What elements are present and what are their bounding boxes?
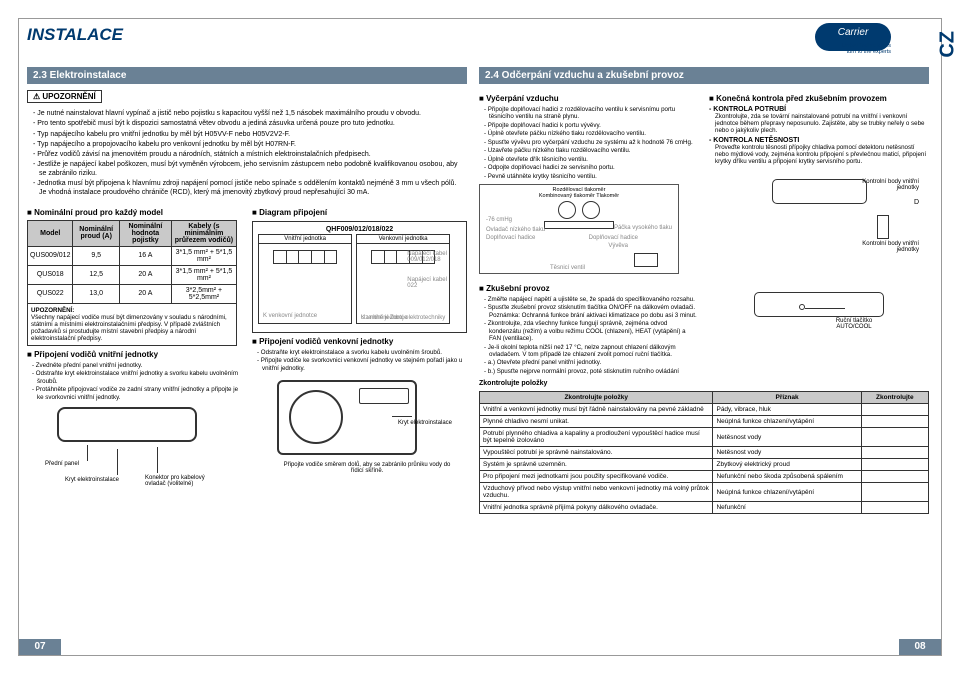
leak-check-text: Proveďte kontrolu těsnosti přípojky chla…	[715, 144, 929, 165]
outdoor-wiring-bullets: Odstraňte kryt elektroinstalace a svorku…	[262, 349, 467, 372]
indoor-wiring-bullets: Zvedněte přední panel vnitřní jednotky. …	[37, 362, 242, 401]
section-bar-23: 2.3 Elektroinstalace	[27, 67, 467, 84]
wiring-diagram: QHF009/012/018/022 Vnitřní jednotka K ve…	[252, 221, 467, 333]
lang-badge: CZ	[937, 31, 960, 58]
indoor-checkpoints-figure: Kontrolní body vnitřní jednotky D Kontro…	[709, 179, 929, 269]
page-header: INSTALACE	[27, 25, 123, 45]
check-items-title: Zkontrolujte položky	[479, 380, 929, 387]
spec-table: Model Nominální proud (A) Nominální hodn…	[27, 220, 237, 304]
check-table: Zkontrolujte položky Příznak Zkontrolujt…	[479, 391, 929, 514]
test-run-bullets: Změřte napájecí napětí a ujistěte se, že…	[489, 296, 699, 375]
page-frame: INSTALACE Carrier United Technologiestur…	[18, 18, 942, 656]
pipe-check-sub: - KONTROLA POTRUBÍ	[709, 106, 929, 113]
manifold-diagram: Rozdělovací tlakoměr Kombinovaný tlakomě…	[479, 184, 679, 274]
evacuation-title: Vyčerpání vzduchu	[479, 94, 699, 103]
spec-note: UPOZORNĚNÍ: Všechny napájecí vodiče musí…	[27, 304, 237, 346]
left-column: 2.3 Elektroinstalace UPOZORNĚNÍ Je nutné…	[27, 67, 467, 497]
brand-tagline: United Technologiesturn to the experts	[791, 43, 891, 55]
page-number-left: 07	[19, 639, 61, 655]
page-number-right: 08	[899, 639, 941, 655]
warning-bullets: Je nutné nainstalovat hlavní vypínač a j…	[39, 110, 461, 198]
wiring-diagram-title: Diagram připojení	[252, 208, 467, 217]
section-bar-24: 2.4 Odčerpání vzduchu a zkušební provoz	[479, 67, 929, 84]
leak-check-sub: - KONTROLA NETĚSNOSTI	[709, 137, 929, 144]
test-run-title: Zkušební provoz	[479, 284, 699, 293]
indoor-unit-figure: Přední panel Kryt elektroinstalace Konek…	[27, 407, 242, 497]
right-column: 2.4 Odčerpání vzduchu a zkušební provoz …	[479, 67, 929, 514]
nominal-current-title: Nominální proud pro každý model	[27, 208, 242, 217]
pipe-check-text: Zkontrolujte, zda se tovární nainstalova…	[715, 113, 929, 134]
indoor-wiring-title: Připojení vodičů vnitřní jednotky	[27, 350, 242, 359]
evacuation-bullets: Připojte doplňovací hadici z rozdělovací…	[489, 106, 699, 180]
outdoor-wiring-title: Připojení vodičů venkovní jednotky	[252, 337, 467, 346]
outdoor-unit-figure: Kryt elektroinstalace Připojte vodiče sm…	[252, 380, 462, 490]
warning-label: UPOZORNĚNÍ	[27, 90, 102, 103]
final-check-title: Konečná kontrola před zkušebním provozem	[709, 94, 929, 103]
